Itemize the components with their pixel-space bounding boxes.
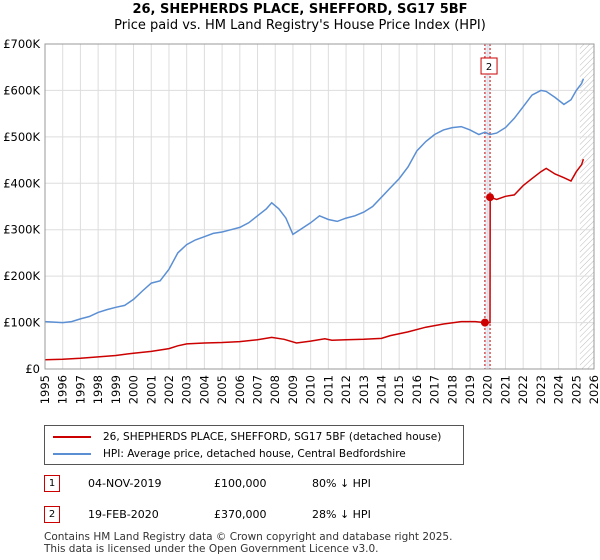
footer: Contains HM Land Registry data © Crown c… (44, 531, 452, 555)
transaction-price: £100,000 (214, 477, 267, 490)
transaction-marker: 2 (44, 506, 60, 523)
legend-label-price: 26, SHEPHERDS PLACE, SHEFFORD, SG17 5BF … (103, 431, 442, 443)
price-chart: £0 £100K £200K £300K £400K £500K £600K £700K 199… (3, 37, 600, 404)
x-tick-label: 2004 (197, 375, 211, 404)
x-tick-label: 2020 (481, 375, 495, 404)
sale-label-box (480, 57, 498, 75)
transaction-date: 19-FEB-2020 (88, 508, 159, 521)
chart-subtitle: Price paid vs. HM Land Registry's House … (114, 18, 486, 33)
x-tick-label: 2008 (268, 375, 282, 404)
y-tick-label: £200K (3, 269, 40, 283)
footer-line-2: This data is licensed under the Open Gov… (44, 543, 379, 555)
transaction-marker: 1 (44, 475, 60, 492)
x-tick-label: 2016 (410, 375, 424, 404)
transaction-price: £370,000 (214, 508, 267, 521)
transaction-hpi-diff: 28% ↓ HPI (312, 508, 371, 521)
x-tick-label: 1998 (91, 375, 105, 404)
x-tick-label: 2005 (215, 375, 229, 404)
transaction-date: 04-NOV-2019 (88, 477, 162, 490)
x-tick-label: 2003 (180, 375, 194, 404)
sale-point (486, 193, 495, 202)
price-paid-line (44, 158, 585, 361)
legend: 26, SHEPHERDS PLACE, SHEFFORD, SG17 5BF … (44, 425, 464, 465)
x-tick-label: 2018 (445, 375, 459, 404)
hpi-line (44, 78, 585, 324)
sale-point (480, 318, 489, 327)
x-tick-label: 2002 (162, 375, 176, 404)
x-tick-label: 1995 (38, 375, 52, 404)
y-tick-label: £400K (3, 176, 40, 190)
x-tick-label: 2025 (569, 375, 583, 404)
x-tick-label: 2019 (463, 375, 477, 404)
x-tick-label: 2001 (144, 375, 158, 404)
legend-label-hpi: HPI: Average price, detached house, Cent… (103, 448, 406, 460)
x-tick-label: 2023 (534, 375, 548, 404)
x-tick-label: 2000 (127, 375, 141, 404)
x-tick-label: 2007 (251, 375, 265, 404)
x-tick-label: 2013 (357, 375, 371, 404)
footer-line-1: Contains HM Land Registry data © Crown c… (44, 531, 453, 543)
x-tick-label: 2009 (286, 375, 300, 404)
x-tick-label: 2011 (321, 375, 335, 404)
x-tick-label: 1997 (73, 375, 87, 404)
x-tick-label: 2015 (392, 375, 406, 404)
plot-area (45, 44, 594, 369)
x-tick-label: 2024 (552, 375, 566, 404)
x-tick-label: 2012 (339, 375, 353, 404)
y-tick-label: £300K (3, 223, 40, 237)
x-tick-label: 2014 (374, 375, 388, 404)
forecast-hatch (579, 44, 594, 369)
legend-swatch-price (53, 436, 91, 438)
x-tick-label: 2017 (428, 375, 442, 404)
x-tick-label: 1996 (56, 375, 70, 404)
plot-frame (44, 43, 595, 370)
y-tick-label: £600K (3, 83, 40, 97)
x-tick-label: 2022 (516, 375, 530, 404)
x-tick-label: 2010 (304, 375, 318, 404)
chart-title: 26, SHEPHERDS PLACE, SHEFFORD, SG17 5BF (132, 2, 468, 17)
x-tick-label: 1999 (109, 375, 123, 404)
y-tick-label: £700K (3, 37, 40, 51)
y-tick-label: £0 (25, 362, 40, 376)
transaction-hpi-diff: 80% ↓ HPI (312, 477, 371, 490)
sale-label: 2 (486, 62, 492, 73)
y-tick-label: £100K (3, 316, 40, 330)
x-tick-label: 2006 (233, 375, 247, 404)
legend-swatch-hpi (53, 453, 91, 455)
x-tick-label: 2026 (587, 375, 600, 404)
y-tick-label: £500K (3, 130, 40, 144)
x-tick-label: 2021 (498, 375, 512, 404)
